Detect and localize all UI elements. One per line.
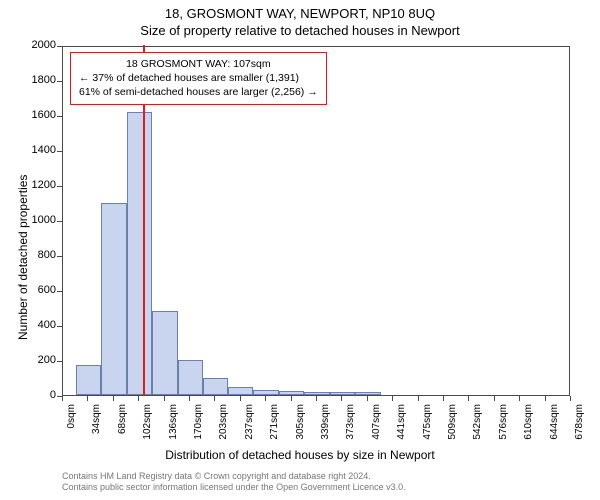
histogram-bar bbox=[355, 392, 380, 395]
y-tick-label: 2000 bbox=[22, 39, 56, 51]
x-tick-mark bbox=[519, 396, 520, 401]
x-tick-mark bbox=[367, 396, 368, 401]
chart-title: Size of property relative to detached ho… bbox=[0, 21, 600, 38]
histogram-bar bbox=[152, 311, 177, 395]
x-tick-mark bbox=[240, 396, 241, 401]
y-tick-label: 1000 bbox=[22, 214, 56, 226]
histogram-bar bbox=[253, 390, 278, 395]
x-tick-label: 509sqm bbox=[447, 404, 458, 454]
y-tick-mark bbox=[57, 221, 62, 222]
x-tick-label: 271sqm bbox=[269, 404, 280, 454]
x-tick-mark bbox=[291, 396, 292, 401]
x-tick-mark bbox=[341, 396, 342, 401]
y-tick-mark bbox=[57, 151, 62, 152]
x-tick-mark bbox=[545, 396, 546, 401]
x-tick-label: 305sqm bbox=[295, 404, 306, 454]
histogram-bar bbox=[76, 365, 101, 395]
x-tick-label: 0sqm bbox=[66, 404, 77, 454]
y-tick-label: 800 bbox=[22, 249, 56, 261]
annotation-box: 18 GROSMONT WAY: 107sqm← 37% of detached… bbox=[70, 52, 327, 105]
y-tick-label: 1400 bbox=[22, 144, 56, 156]
x-tick-mark bbox=[214, 396, 215, 401]
histogram-bar bbox=[127, 112, 152, 396]
x-tick-label: 678sqm bbox=[574, 404, 585, 454]
x-tick-label: 136sqm bbox=[168, 404, 179, 454]
x-tick-label: 441sqm bbox=[396, 404, 407, 454]
histogram-bar bbox=[330, 392, 355, 395]
x-tick-label: 610sqm bbox=[523, 404, 534, 454]
x-tick-mark bbox=[265, 396, 266, 401]
x-tick-mark bbox=[138, 396, 139, 401]
annotation-line: ← 37% of detached houses are smaller (1,… bbox=[79, 71, 318, 85]
chart-container: 18, GROSMONT WAY, NEWPORT, NP10 8UQ Size… bbox=[0, 0, 600, 500]
x-tick-mark bbox=[443, 396, 444, 401]
y-tick-mark bbox=[57, 81, 62, 82]
y-tick-label: 400 bbox=[22, 319, 56, 331]
x-tick-label: 339sqm bbox=[320, 404, 331, 454]
attribution-text: Contains HM Land Registry data © Crown c… bbox=[62, 471, 406, 494]
x-tick-label: 576sqm bbox=[498, 404, 509, 454]
y-tick-label: 0 bbox=[22, 389, 56, 401]
x-tick-mark bbox=[494, 396, 495, 401]
y-tick-mark bbox=[57, 116, 62, 117]
y-tick-mark bbox=[57, 326, 62, 327]
x-tick-mark bbox=[468, 396, 469, 401]
histogram-bar bbox=[178, 360, 203, 395]
x-tick-label: 203sqm bbox=[218, 404, 229, 454]
x-tick-label: 237sqm bbox=[244, 404, 255, 454]
y-tick-label: 1600 bbox=[22, 109, 56, 121]
annotation-line: 61% of semi-detached houses are larger (… bbox=[79, 85, 318, 99]
y-tick-label: 600 bbox=[22, 284, 56, 296]
y-tick-mark bbox=[57, 291, 62, 292]
x-tick-label: 102sqm bbox=[142, 404, 153, 454]
x-tick-label: 542sqm bbox=[472, 404, 483, 454]
x-tick-label: 170sqm bbox=[193, 404, 204, 454]
annotation-line: 18 GROSMONT WAY: 107sqm bbox=[79, 57, 318, 71]
x-tick-mark bbox=[316, 396, 317, 401]
x-tick-label: 475sqm bbox=[422, 404, 433, 454]
x-tick-label: 373sqm bbox=[345, 404, 356, 454]
x-tick-label: 68sqm bbox=[117, 404, 128, 454]
x-tick-mark bbox=[164, 396, 165, 401]
histogram-bar bbox=[203, 378, 228, 396]
y-tick-label: 200 bbox=[22, 354, 56, 366]
x-tick-mark bbox=[87, 396, 88, 401]
x-tick-mark bbox=[113, 396, 114, 401]
histogram-bar bbox=[279, 391, 304, 395]
x-tick-label: 34sqm bbox=[91, 404, 102, 454]
y-tick-mark bbox=[57, 46, 62, 47]
y-tick-mark bbox=[57, 256, 62, 257]
histogram-bar bbox=[101, 203, 126, 396]
x-tick-mark bbox=[570, 396, 571, 401]
y-tick-mark bbox=[57, 186, 62, 187]
page-title-address: 18, GROSMONT WAY, NEWPORT, NP10 8UQ bbox=[0, 0, 600, 21]
x-tick-label: 644sqm bbox=[549, 404, 560, 454]
y-tick-mark bbox=[57, 361, 62, 362]
histogram-bar bbox=[304, 392, 329, 395]
x-tick-mark bbox=[62, 396, 63, 401]
y-tick-label: 1200 bbox=[22, 179, 56, 191]
x-tick-mark bbox=[392, 396, 393, 401]
x-tick-mark bbox=[189, 396, 190, 401]
histogram-bar bbox=[228, 387, 253, 395]
x-tick-label: 407sqm bbox=[371, 404, 382, 454]
x-tick-mark bbox=[418, 396, 419, 401]
y-tick-label: 1800 bbox=[22, 74, 56, 86]
